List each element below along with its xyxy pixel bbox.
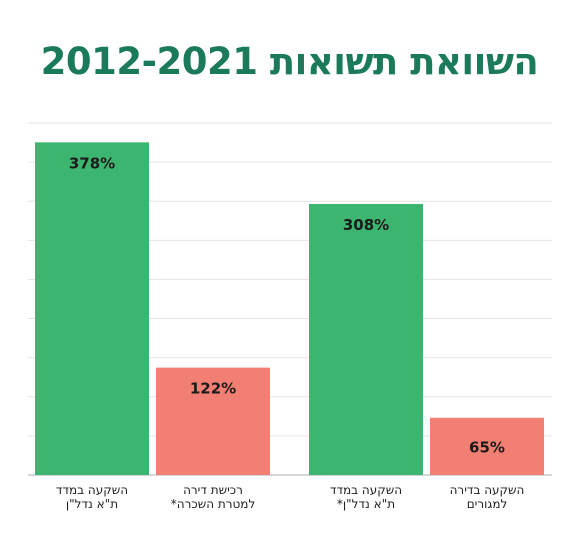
category-label-line: למטרת השכרה* — [170, 497, 256, 511]
value-labels: 378% 122% 308% 65% — [69, 154, 505, 456]
data-label: 308% — [343, 216, 389, 234]
bars — [35, 142, 544, 476]
bar — [430, 417, 544, 475]
category-label-line: ת"א נדל"ן — [65, 497, 119, 511]
category-label-line: השקעה במדד — [329, 483, 403, 497]
category-label: השקעה במדד ת"א נדל"ן — [35, 483, 149, 511]
data-label: 122% — [190, 380, 236, 398]
data-label: 378% — [69, 154, 115, 172]
bar — [309, 203, 423, 475]
category-label: רכישת דירה למטרת השכרה* — [156, 483, 270, 511]
chart-title: השוואת תשואות 2012-2021 — [40, 40, 539, 83]
category-label-line: למגורים — [466, 497, 508, 511]
category-label-line: השקעה במדד — [55, 483, 129, 497]
category-label-line: השקעה בדירה — [449, 483, 525, 497]
category-label-line: רכישת דירה — [183, 483, 243, 497]
category-label-line: ת"א נדל"ן* — [336, 497, 396, 511]
bar — [35, 142, 149, 476]
category-label: השקעה בדירה למגורים — [430, 483, 544, 511]
category-label: השקעה במדד ת"א נדל"ן* — [309, 483, 423, 511]
bar — [156, 367, 270, 475]
data-label: 65% — [469, 438, 505, 456]
